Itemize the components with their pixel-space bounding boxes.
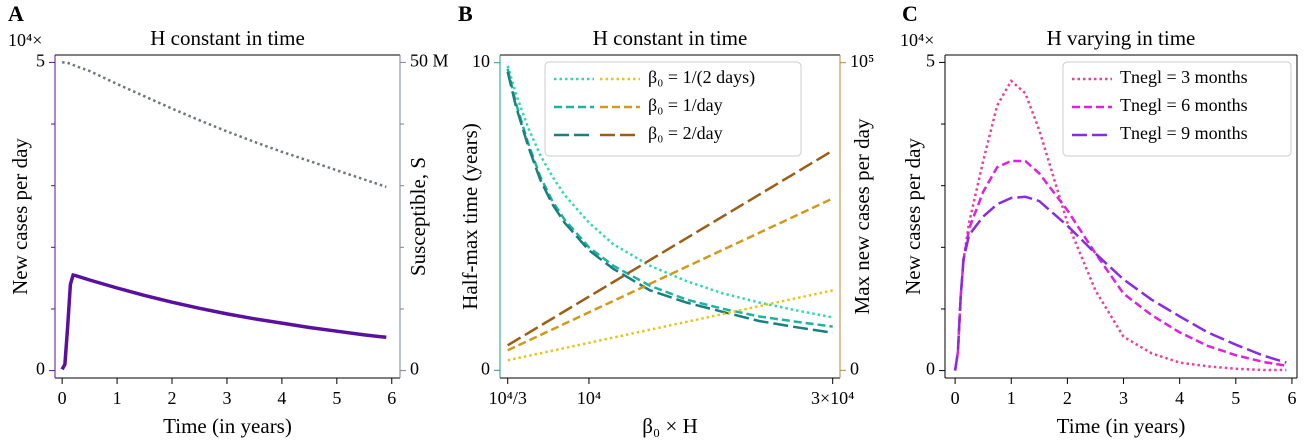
x-tick-label: 6 [1287,388,1296,408]
y-axis-label: New cases per day [901,138,925,295]
y2-axis-label: Max new cases per day [850,118,874,314]
y2-tick-label: 0 [850,358,859,378]
y-tick-label: 5 [36,51,45,71]
panel-label: C [902,1,918,26]
x-axis-label: Time (in years) [1057,414,1186,438]
x-axis-label: β₀ × H [642,414,698,438]
y-axis-label: Half-max time (years) [458,123,482,310]
y-offset: 10⁴× [900,30,934,50]
series-line [506,68,833,328]
y2-tick-label: 50 M [410,51,449,71]
x-tick-label: 3 [1119,388,1128,408]
x-tick-label: 2 [168,388,177,408]
x-tick-label: 1 [1007,388,1016,408]
series-line [60,273,387,371]
x-tick-label: 2 [1063,388,1072,408]
legend-label: β₀ = 1/day [648,95,723,115]
panel-label: A [8,1,24,26]
series-line [953,195,1287,371]
legend-box [544,61,802,157]
legend-label: β₀ = 2/day [648,123,723,143]
x-axis-label: Time (in years) [163,414,292,438]
x-tick-label: 10⁴ [577,388,601,408]
x-tick-label: 1 [113,388,122,408]
chart-title: H constant in time [593,26,748,50]
x-tick-label: 10⁴/3 [489,388,527,408]
x-tick-label: 3 [222,388,231,408]
y-offset: 10⁴× [8,30,42,50]
legend-label: Tnegl = 9 months [1120,123,1248,143]
x-tick-label: 0 [58,388,67,408]
y-tick-label: 0 [926,359,935,379]
series-line [506,65,833,319]
series-line [953,159,1287,371]
x-tick-label: 5 [332,388,341,408]
y-tick-label: 0 [481,358,490,378]
chart-title: H varying in time [1047,26,1196,50]
legend-label: Tnegl = 6 months [1120,95,1248,115]
y-tick-label: 0 [36,359,45,379]
series-line [62,61,387,189]
x-tick-label: 0 [951,388,960,408]
y-tick-label: 10 [472,51,490,71]
x-tick-label: 3×10⁴ [811,388,854,408]
y2-tick-label: 0 [410,359,419,379]
y-tick-label: 5 [926,51,935,71]
legend-label: β₀ = 1/(2 days) [648,67,755,88]
x-tick-label: 4 [277,388,286,408]
y2-axis-label: Susceptible, S [406,157,430,276]
series-line [507,289,833,362]
x-tick-label: 4 [1175,388,1184,408]
y-axis-label: New cases per day [8,138,32,295]
series-line [507,149,834,347]
legend-box [1062,61,1292,157]
panel-label: B [458,1,473,26]
series-line [506,71,833,335]
legend-label: Tnegl = 3 months [1120,67,1248,87]
x-tick-label: 6 [387,388,396,408]
y2-tick-label: 10⁵ [850,51,874,71]
chart-title: H constant in time [150,26,305,50]
x-tick-label: 5 [1231,388,1240,408]
